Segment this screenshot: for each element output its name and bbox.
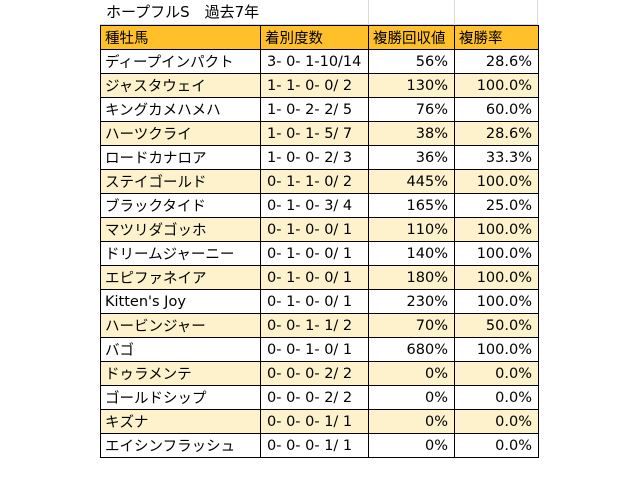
table-row: キングカメハメハ 1- 0- 2- 2/ 5 76% 60.0% <box>100 97 539 122</box>
cell-sire[interactable]: ドリームジャーニー <box>100 241 261 266</box>
cell-rate[interactable]: 0.0% <box>454 409 539 434</box>
cell-return[interactable]: 445% <box>368 169 455 194</box>
cell-return[interactable]: 0% <box>368 361 455 386</box>
cell-sire[interactable]: バゴ <box>100 337 261 362</box>
cell-return[interactable]: 38% <box>368 121 455 146</box>
cell-sire[interactable]: ジャスタウェイ <box>100 73 261 98</box>
cell-sire[interactable]: ブラックタイド <box>100 193 261 218</box>
table-row: ロードカナロア 1- 0- 0- 2/ 3 36% 33.3% <box>100 145 539 170</box>
cell-record[interactable]: 0- 0- 0- 1/ 1 <box>260 409 369 434</box>
cell-record[interactable]: 1- 1- 0- 0/ 2 <box>260 73 369 98</box>
cell-rate[interactable]: 33.3% <box>454 145 539 170</box>
cell-record[interactable]: 0- 1- 1- 0/ 2 <box>260 169 369 194</box>
cell-sire[interactable]: ハービンジャー <box>100 313 261 338</box>
cell-return[interactable]: 230% <box>368 289 455 314</box>
cell-rate[interactable]: 100.0% <box>454 289 539 314</box>
cell-record[interactable]: 0- 0- 1- 1/ 2 <box>260 313 369 338</box>
gridline <box>454 0 455 24</box>
cell-return[interactable]: 165% <box>368 193 455 218</box>
header-return[interactable]: 複勝回収値 <box>368 25 455 50</box>
gridline <box>537 0 538 24</box>
table-row: キズナ 0- 0- 0- 1/ 1 0% 0.0% <box>100 409 539 434</box>
cell-rate[interactable]: 100.0% <box>454 337 539 362</box>
cell-sire[interactable]: ゴールドシップ <box>100 385 261 410</box>
cell-sire[interactable]: エイシンフラッシュ <box>100 433 261 458</box>
cell-return[interactable]: 180% <box>368 265 455 290</box>
cell-rate[interactable]: 100.0% <box>454 73 539 98</box>
cell-record[interactable]: 0- 1- 0- 0/ 1 <box>260 217 369 242</box>
cell-record[interactable]: 3- 0- 1-10/14 <box>260 49 369 74</box>
cell-return[interactable]: 110% <box>368 217 455 242</box>
table-row: ドリームジャーニー 0- 1- 0- 0/ 1 140% 100.0% <box>100 241 539 266</box>
cell-sire[interactable]: Kitten's Joy <box>100 289 261 314</box>
spreadsheet: ホープフルS 過去7年 種牡馬 着別度数 複勝回収値 複勝率 ディープインパクト… <box>100 0 539 458</box>
cell-record[interactable]: 0- 0- 0- 2/ 2 <box>260 385 369 410</box>
cell-rate[interactable]: 0.0% <box>454 385 539 410</box>
cell-record[interactable]: 0- 0- 0- 2/ 2 <box>260 361 369 386</box>
cell-return[interactable]: 56% <box>368 49 455 74</box>
cell-record[interactable]: 0- 1- 0- 0/ 1 <box>260 289 369 314</box>
cell-rate[interactable]: 60.0% <box>454 97 539 122</box>
cell-return[interactable]: 70% <box>368 313 455 338</box>
cell-return[interactable]: 0% <box>368 433 455 458</box>
table-row: バゴ 0- 0- 1- 0/ 1 680% 100.0% <box>100 337 539 362</box>
table-row: ハービンジャー 0- 0- 1- 1/ 2 70% 50.0% <box>100 313 539 338</box>
cell-record[interactable]: 0- 1- 0- 0/ 1 <box>260 241 369 266</box>
cell-sire[interactable]: キズナ <box>100 409 261 434</box>
sheet-title-cell[interactable]: ホープフルS 過去7年 <box>100 0 538 25</box>
table-row: ディープインパクト 3- 0- 1-10/14 56% 28.6% <box>100 49 539 74</box>
cell-record[interactable]: 1- 0- 2- 2/ 5 <box>260 97 369 122</box>
cell-sire[interactable]: ステイゴールド <box>100 169 261 194</box>
table-row: ブラックタイド 0- 1- 0- 3/ 4 165% 25.0% <box>100 193 539 218</box>
cell-rate[interactable]: 28.6% <box>454 121 539 146</box>
cell-rate[interactable]: 50.0% <box>454 313 539 338</box>
table-row: ドゥラメンテ 0- 0- 0- 2/ 2 0% 0.0% <box>100 361 539 386</box>
cell-record[interactable]: 0- 0- 1- 0/ 1 <box>260 337 369 362</box>
cell-record[interactable]: 0- 0- 0- 1/ 1 <box>260 433 369 458</box>
header-row: 種牡馬 着別度数 複勝回収値 複勝率 <box>100 25 539 50</box>
cell-rate[interactable]: 0.0% <box>454 361 539 386</box>
cell-rate[interactable]: 100.0% <box>454 217 539 242</box>
cell-sire[interactable]: ハーツクライ <box>100 121 261 146</box>
gridline <box>368 0 369 24</box>
table-row: ステイゴールド 0- 1- 1- 0/ 2 445% 100.0% <box>100 169 539 194</box>
cell-rate[interactable]: 100.0% <box>454 265 539 290</box>
cell-sire[interactable]: マツリダゴッホ <box>100 217 261 242</box>
cell-record[interactable]: 1- 0- 0- 2/ 3 <box>260 145 369 170</box>
cell-rate[interactable]: 100.0% <box>454 241 539 266</box>
table-row: ハーツクライ 1- 0- 1- 5/ 7 38% 28.6% <box>100 121 539 146</box>
cell-record[interactable]: 1- 0- 1- 5/ 7 <box>260 121 369 146</box>
cell-return[interactable]: 680% <box>368 337 455 362</box>
cell-record[interactable]: 0- 1- 0- 3/ 4 <box>260 193 369 218</box>
cell-sire[interactable]: ドゥラメンテ <box>100 361 261 386</box>
cell-rate[interactable]: 0.0% <box>454 433 539 458</box>
table-row: ゴールドシップ 0- 0- 0- 2/ 2 0% 0.0% <box>100 385 539 410</box>
cell-return[interactable]: 0% <box>368 409 455 434</box>
cell-return[interactable]: 140% <box>368 241 455 266</box>
cell-return[interactable]: 76% <box>368 97 455 122</box>
sheet-title: ホープフルS 過去7年 <box>106 3 260 21</box>
cell-sire[interactable]: キングカメハメハ <box>100 97 261 122</box>
header-rate[interactable]: 複勝率 <box>454 25 539 50</box>
cell-rate[interactable]: 28.6% <box>454 49 539 74</box>
cell-sire[interactable]: ディープインパクト <box>100 49 261 74</box>
table-row: マツリダゴッホ 0- 1- 0- 0/ 1 110% 100.0% <box>100 217 539 242</box>
table-row: エピファネイア 0- 1- 0- 0/ 1 180% 100.0% <box>100 265 539 290</box>
header-record[interactable]: 着別度数 <box>260 25 369 50</box>
table-row: Kitten's Joy 0- 1- 0- 0/ 1 230% 100.0% <box>100 289 539 314</box>
cell-record[interactable]: 0- 1- 0- 0/ 1 <box>260 265 369 290</box>
header-sire[interactable]: 種牡馬 <box>100 25 261 50</box>
cell-sire[interactable]: ロードカナロア <box>100 145 261 170</box>
table-row: エイシンフラッシュ 0- 0- 0- 1/ 1 0% 0.0% <box>100 433 539 458</box>
table-row: ジャスタウェイ 1- 1- 0- 0/ 2 130% 100.0% <box>100 73 539 98</box>
sire-stats-table: 種牡馬 着別度数 複勝回収値 複勝率 ディープインパクト 3- 0- 1-10/1… <box>100 25 539 458</box>
cell-rate[interactable]: 100.0% <box>454 169 539 194</box>
cell-return[interactable]: 0% <box>368 385 455 410</box>
cell-sire[interactable]: エピファネイア <box>100 265 261 290</box>
cell-return[interactable]: 130% <box>368 73 455 98</box>
cell-rate[interactable]: 25.0% <box>454 193 539 218</box>
cell-return[interactable]: 36% <box>368 145 455 170</box>
